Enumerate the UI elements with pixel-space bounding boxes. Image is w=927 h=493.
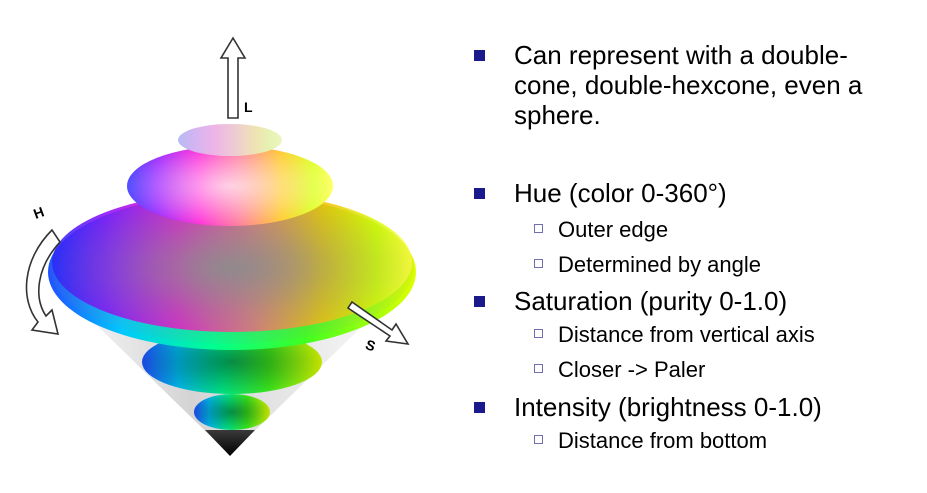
bullet-intensity: Intensity (brightness 0-1.0) [474, 392, 924, 422]
lightness-arrow [219, 36, 247, 119]
upper-medium-disk [127, 146, 333, 226]
sub-bullet-text: Distance from bottom [558, 428, 768, 453]
equator-hue-disk [48, 192, 416, 350]
bullet-line: sphere. [514, 100, 601, 130]
bullet-text: Intensity (brightness 0-1.0) [474, 392, 924, 422]
sub-bullet-determined-by-angle: Determined by angle [534, 252, 761, 278]
bullet-line: Saturation (purity 0-1.0) [514, 286, 788, 316]
bullet-marker [474, 296, 485, 307]
sub-bullet-marker [534, 435, 543, 444]
sub-bullet-marker [534, 329, 543, 338]
cone-tip [205, 430, 255, 456]
bullet-marker [474, 50, 485, 61]
bullet-marker [474, 402, 485, 413]
sub-bullet-text: Outer edge [558, 217, 669, 242]
sub-bullet-text: Closer -> Paler [558, 357, 706, 382]
hsi-double-cone-diagram: L H S [25, 36, 420, 456]
bullet-hue: Hue (color 0-360°) [474, 178, 924, 208]
bullet-double-cone: Can represent with a double- cone, doubl… [474, 40, 924, 130]
sub-bullet-marker [534, 224, 543, 233]
saturation-arrow [346, 300, 410, 346]
bullet-text: Can represent with a double- cone, doubl… [474, 40, 924, 130]
bullet-marker [474, 188, 485, 199]
bullet-list: Can represent with a double- cone, doubl… [474, 0, 924, 493]
sub-bullet-marker [534, 364, 543, 373]
hue-arrow [25, 228, 62, 335]
sub-bullet-marker [534, 259, 543, 268]
sub-bullet-text: Determined by angle [558, 252, 762, 277]
top-small-disk [178, 124, 282, 156]
bullet-line: Intensity (brightness 0-1.0) [514, 392, 822, 422]
bullet-line: Hue (color 0-360°) [514, 178, 727, 208]
sub-bullet-distance-from-bottom: Distance from bottom [534, 428, 767, 454]
bullet-text: Hue (color 0-360°) [474, 178, 924, 208]
sub-bullet-outer-edge: Outer edge [534, 217, 668, 243]
saturation-axis-label: S [364, 336, 378, 354]
hue-axis-label: H [31, 203, 46, 221]
sub-bullet-text: Distance from vertical axis [558, 322, 815, 347]
lightness-axis-label: L [244, 99, 253, 115]
sub-bullet-closer-paler: Closer -> Paler [534, 357, 705, 383]
bullet-saturation: Saturation (purity 0-1.0) [474, 286, 924, 316]
bullet-line: cone, double-hexcone, even a [514, 70, 863, 100]
sub-bullet-distance-from-axis: Distance from vertical axis [534, 322, 815, 348]
bullet-text: Saturation (purity 0-1.0) [474, 286, 924, 316]
lower-small-disk [194, 394, 270, 430]
bullet-line: Can represent with a double- [514, 40, 848, 70]
